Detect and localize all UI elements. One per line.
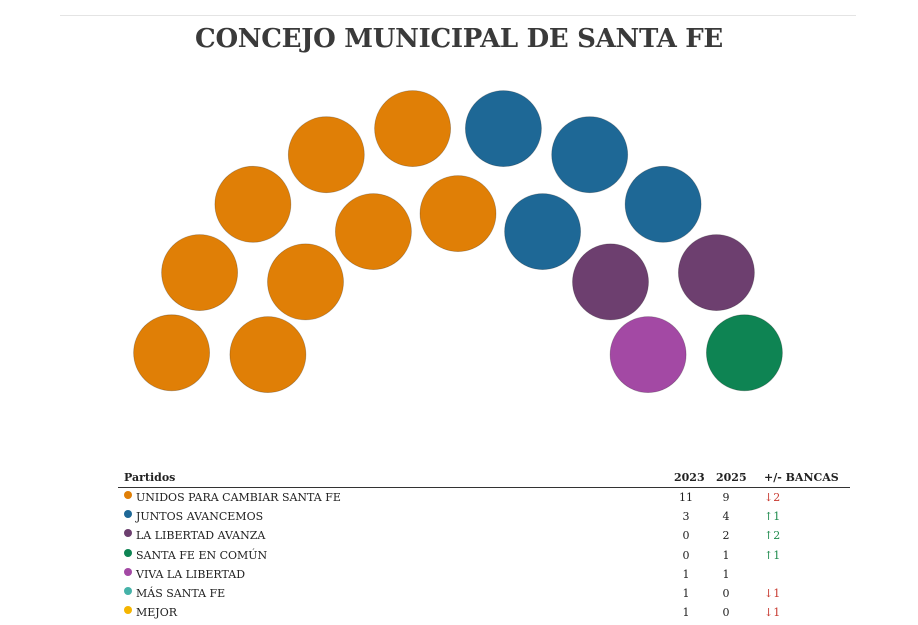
seats-2025: 0 [722,606,730,620]
table-row: MEJOR 1 0 ↓1 [118,603,850,622]
seats-2023: 0 [682,548,690,562]
seat-1 [133,314,211,392]
party-color-dot [124,548,132,557]
seats-2023: 1 [682,586,690,600]
header-diff: +/- BANCAS [764,471,839,484]
seat-change: ↓2 [764,491,781,504]
table-row: MÁS SANTA FE 1 0 ↓1 [118,584,850,603]
seats-2025: 1 [722,548,730,562]
party-name: VIVA LA LIBERTAD [136,567,246,581]
table-body: UNIDOS PARA CAMBIAR SANTA FE 11 9 ↓2 JUNTOS … [118,488,850,622]
party-color-dot [124,586,132,595]
party-color-dot [124,491,132,499]
seat-change: ↑1 [764,548,781,562]
party-name: UNIDOS PARA CAMBIAR SANTA FE [136,491,341,504]
seats-2025: 0 [722,586,730,600]
seats-2023: 11 [679,491,693,504]
seat-13 [334,193,412,271]
seat-15 [504,193,581,271]
table-row: JUNTOS AVANCEMOS 3 4 ↑1 [118,507,850,526]
seat-9 [678,234,755,312]
seat-17 [609,316,687,394]
seats-2025: 2 [722,529,730,543]
seats-2023: 0 [682,529,690,543]
table-row: UNIDOS PARA CAMBIAR SANTA FE 11 9 ↓2 [118,488,850,507]
seat-change: ↑2 [764,529,781,543]
party-color-dot [124,510,132,519]
party-name: LA LIBERTAD AVANZA [136,529,266,543]
header-2023: 2023 [674,471,705,484]
table-row: SANTA FE EN COMÚN 0 1 ↑1 [118,546,850,565]
seats-2023: 1 [682,567,690,581]
party-color-dot [124,529,132,538]
top-divider [60,15,856,16]
table-row: VIVA LA LIBERTAD 1 1 [118,565,850,584]
seat-10 [706,314,783,392]
header-party: Partidos [124,471,176,484]
parliament-chart [133,90,783,394]
seat-11 [229,316,307,394]
seat-8 [624,165,702,243]
seat-change: ↑1 [764,510,781,524]
seats-2025: 9 [722,491,730,504]
page-title: CONCEJO MUNICIPAL DE SANTA FE [195,24,723,54]
party-name: JUNTOS AVANCEMOS [136,510,264,524]
seats-2023: 1 [682,606,690,620]
seat-change: ↓1 [764,586,781,600]
seat-4 [287,116,365,194]
seat-7 [551,116,629,194]
party-name: SANTA FE EN COMÚN [136,548,268,562]
seat-16 [572,243,649,321]
table-header: Partidos 2023 2025 +/- BANCAS [118,468,850,488]
header-2025: 2025 [716,471,747,484]
party-color-dot [124,567,132,576]
seat-6 [464,90,542,168]
party-color-dot [124,606,132,615]
table-row: LA LIBERTAD AVANZA 0 2 ↑2 [118,526,850,545]
seat-2 [161,234,239,312]
party-name: MEJOR [136,606,178,620]
seat-14 [419,175,497,253]
seat-5 [374,90,452,168]
party-table: Partidos 2023 2025 +/- BANCAS UNIDOS PAR… [118,468,850,622]
party-name: MÁS SANTA FE [136,586,226,600]
seats-2025: 4 [722,510,730,524]
seats-2023: 3 [682,510,690,524]
seats-2025: 1 [722,567,730,581]
seat-3 [214,165,292,243]
seat-12 [267,243,344,321]
seat-change: ↓1 [764,606,781,620]
